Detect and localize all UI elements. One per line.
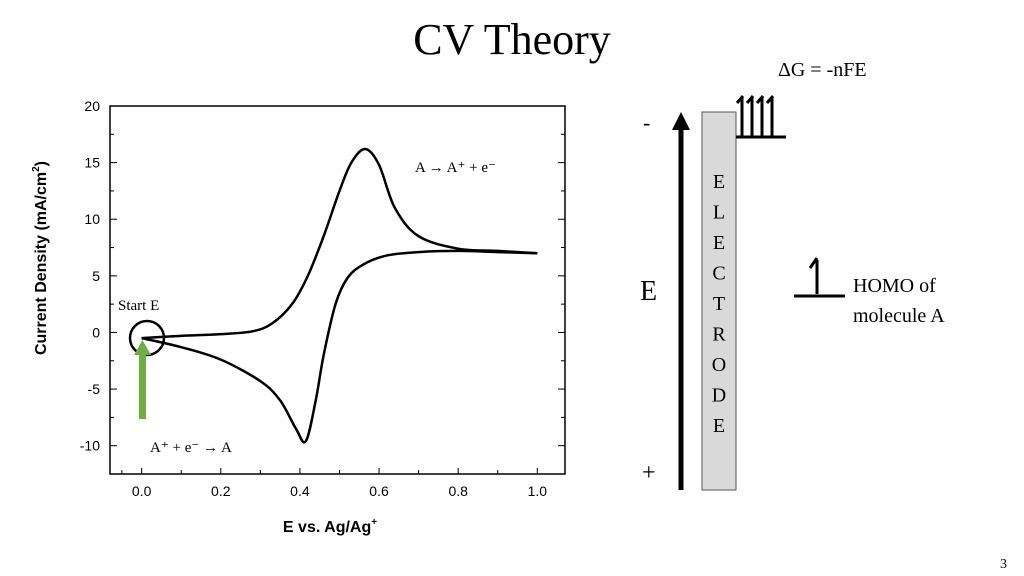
x-tick-label: 0.2 bbox=[211, 483, 231, 499]
y-tick-label: -10 bbox=[80, 438, 100, 454]
y-tick-label: 20 bbox=[84, 98, 100, 114]
y-tick-label: 15 bbox=[84, 155, 100, 171]
minus-sign: - bbox=[643, 110, 650, 135]
oxidation-label: A → A⁺ + e⁻ bbox=[415, 160, 496, 176]
y-tick-label: 5 bbox=[92, 268, 100, 284]
x-tick-label: 0.0 bbox=[132, 483, 152, 499]
start-label: Start E bbox=[118, 298, 159, 314]
homo-label-line1: HOMO of bbox=[853, 275, 936, 297]
x-axis-label: E vs. Ag/Ag+ bbox=[283, 517, 377, 536]
electrode-letter: L bbox=[713, 202, 725, 224]
forward-scan-line bbox=[141, 147, 538, 340]
y-tick-label: -5 bbox=[88, 381, 101, 397]
equation: ΔG = -nFE bbox=[778, 59, 867, 81]
electrode-letter: E bbox=[713, 415, 725, 437]
y-tick-label: 0 bbox=[92, 324, 100, 340]
electrode-letter: C bbox=[712, 263, 725, 285]
page-number: 3 bbox=[1000, 557, 1007, 572]
electrode-letter: R bbox=[712, 324, 726, 346]
start-arrow-icon bbox=[134, 340, 151, 419]
electrode bbox=[701, 111, 737, 491]
reduction-label: A⁺ + e⁻ → A bbox=[150, 440, 232, 456]
y-tick-label: 10 bbox=[84, 211, 100, 227]
electron-levels-icon bbox=[735, 95, 786, 139]
electrode-letter: O bbox=[712, 354, 726, 376]
slide-title: CV Theory bbox=[413, 15, 611, 64]
electrode-letter: D bbox=[712, 385, 726, 407]
x-tick-label: 1.0 bbox=[528, 483, 548, 499]
x-tick-label: 0.4 bbox=[290, 483, 310, 499]
x-tick-label: 0.8 bbox=[448, 483, 468, 499]
potential-axis-label: E bbox=[640, 276, 657, 307]
electrode-letter: T bbox=[713, 293, 725, 315]
y-axis-label: Current Density (mA/cm2) bbox=[31, 161, 50, 355]
plot-frame bbox=[109, 105, 566, 475]
electrode-letter: E bbox=[713, 171, 725, 193]
homo-label-line2: molecule A bbox=[853, 305, 945, 327]
electrode-letter: E bbox=[713, 232, 725, 254]
plus-sign: + bbox=[642, 460, 656, 486]
arrow-head-icon bbox=[672, 112, 690, 130]
reverse-scan-line bbox=[141, 249, 538, 444]
x-tick-label: 0.6 bbox=[369, 483, 389, 499]
homo-level-icon bbox=[794, 257, 845, 298]
